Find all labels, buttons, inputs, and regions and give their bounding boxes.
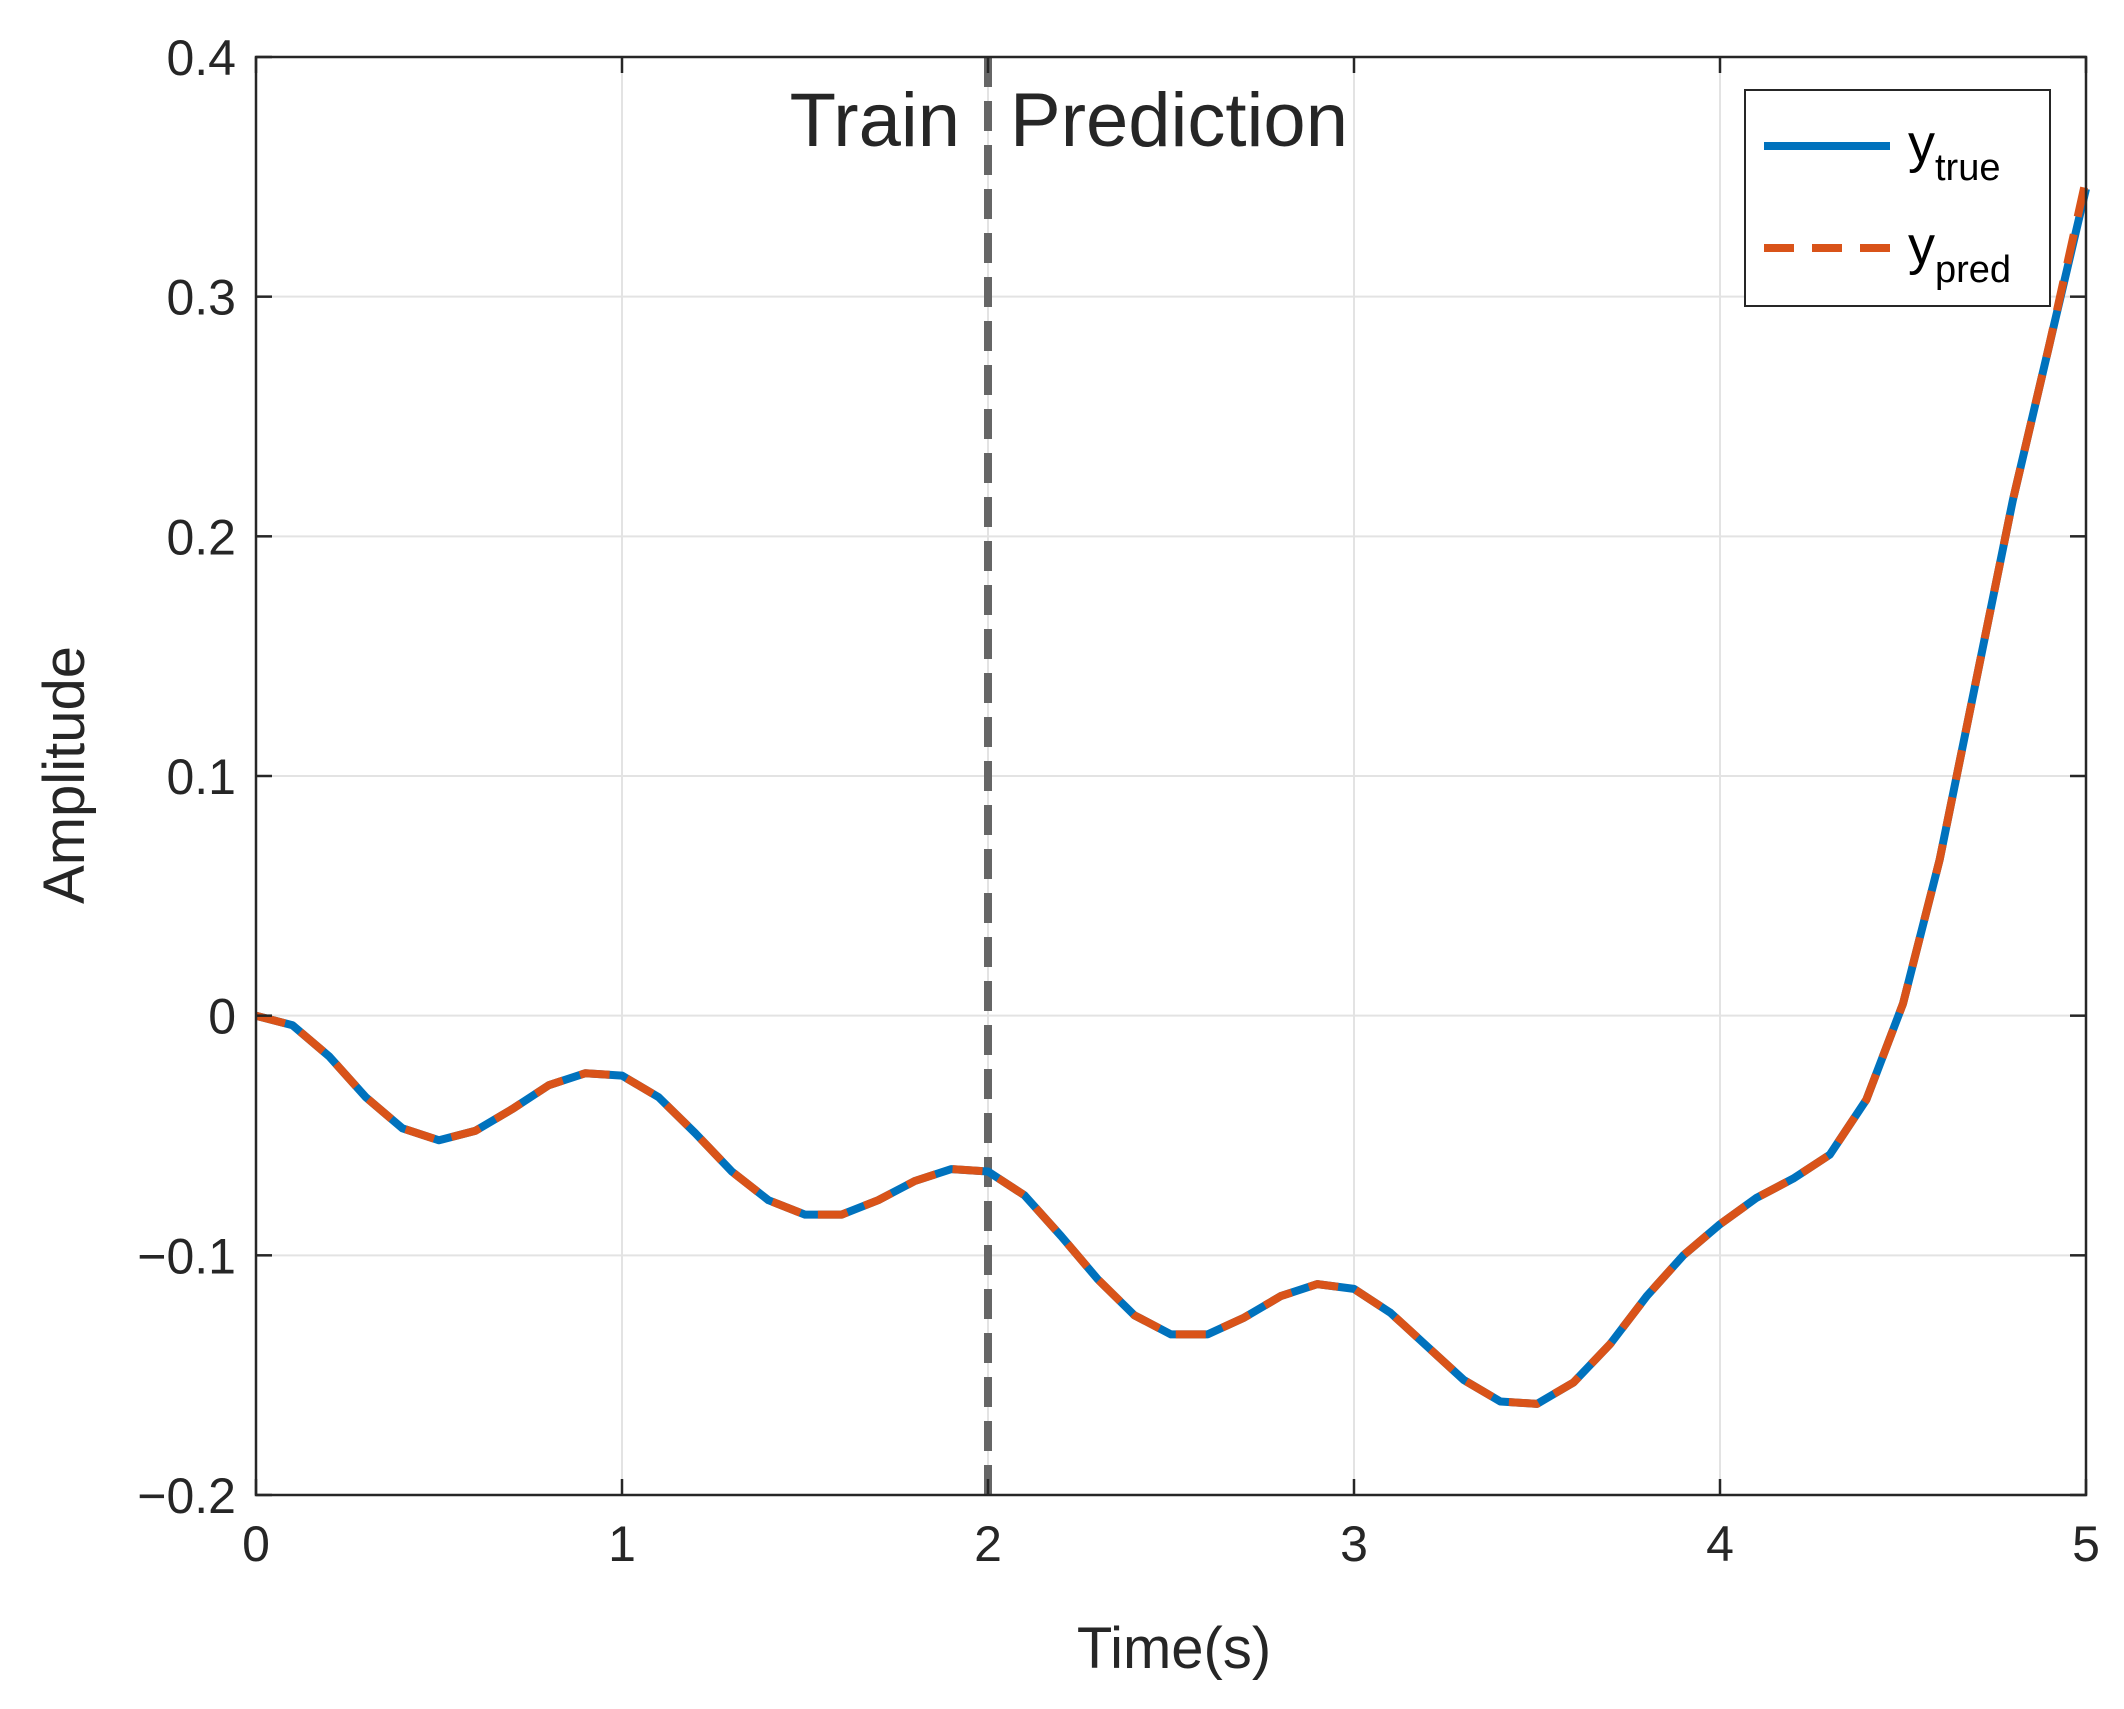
series-line-y-pred [254, 178, 2090, 1408]
axes [254, 55, 2088, 1497]
annotation-train: Train [790, 78, 960, 163]
x-tick-label: 5 [2072, 1516, 2100, 1572]
legend-entry-y-true-name: y [1908, 114, 1935, 174]
legend-entry-y-pred: ypred [1908, 216, 2011, 291]
y-tick-label: 0.2 [166, 509, 236, 565]
legend-entry-y-true: ytrue [1908, 114, 2000, 189]
legend-box [1744, 89, 2051, 307]
y-axis-label: Amplitude [32, 646, 97, 904]
y-tick-label: 0.4 [166, 30, 236, 86]
y-tick-label: 0.3 [166, 270, 236, 326]
legend-entry-y-pred-name: y [1908, 216, 1935, 276]
x-tick-label: 4 [1706, 1516, 1734, 1572]
tick-labels: 0 1 2 3 4 5 −0.2 −0.1 0 0.1 0.2 0.3 0.4 [137, 30, 2100, 1572]
x-tick-label: 2 [974, 1516, 1002, 1572]
legend: ytrue ypred [1744, 89, 2051, 307]
legend-entry-y-pred-subscript: pred [1935, 249, 2011, 291]
y-tick-label: 0 [208, 989, 236, 1045]
legend-entry-y-true-subscript: true [1935, 147, 2000, 189]
annotation-prediction: Prediction [1010, 78, 1348, 163]
y-tick-label: 0.1 [166, 749, 236, 805]
x-tick-label: 3 [1340, 1516, 1368, 1572]
x-tick-label: 1 [608, 1516, 636, 1572]
x-axis-label: Time(s) [1077, 1616, 1271, 1681]
y-tick-label: −0.1 [137, 1228, 236, 1284]
x-tick-label: 0 [242, 1516, 270, 1572]
series-group [254, 178, 2090, 1408]
y-tick-label: −0.2 [137, 1468, 236, 1524]
